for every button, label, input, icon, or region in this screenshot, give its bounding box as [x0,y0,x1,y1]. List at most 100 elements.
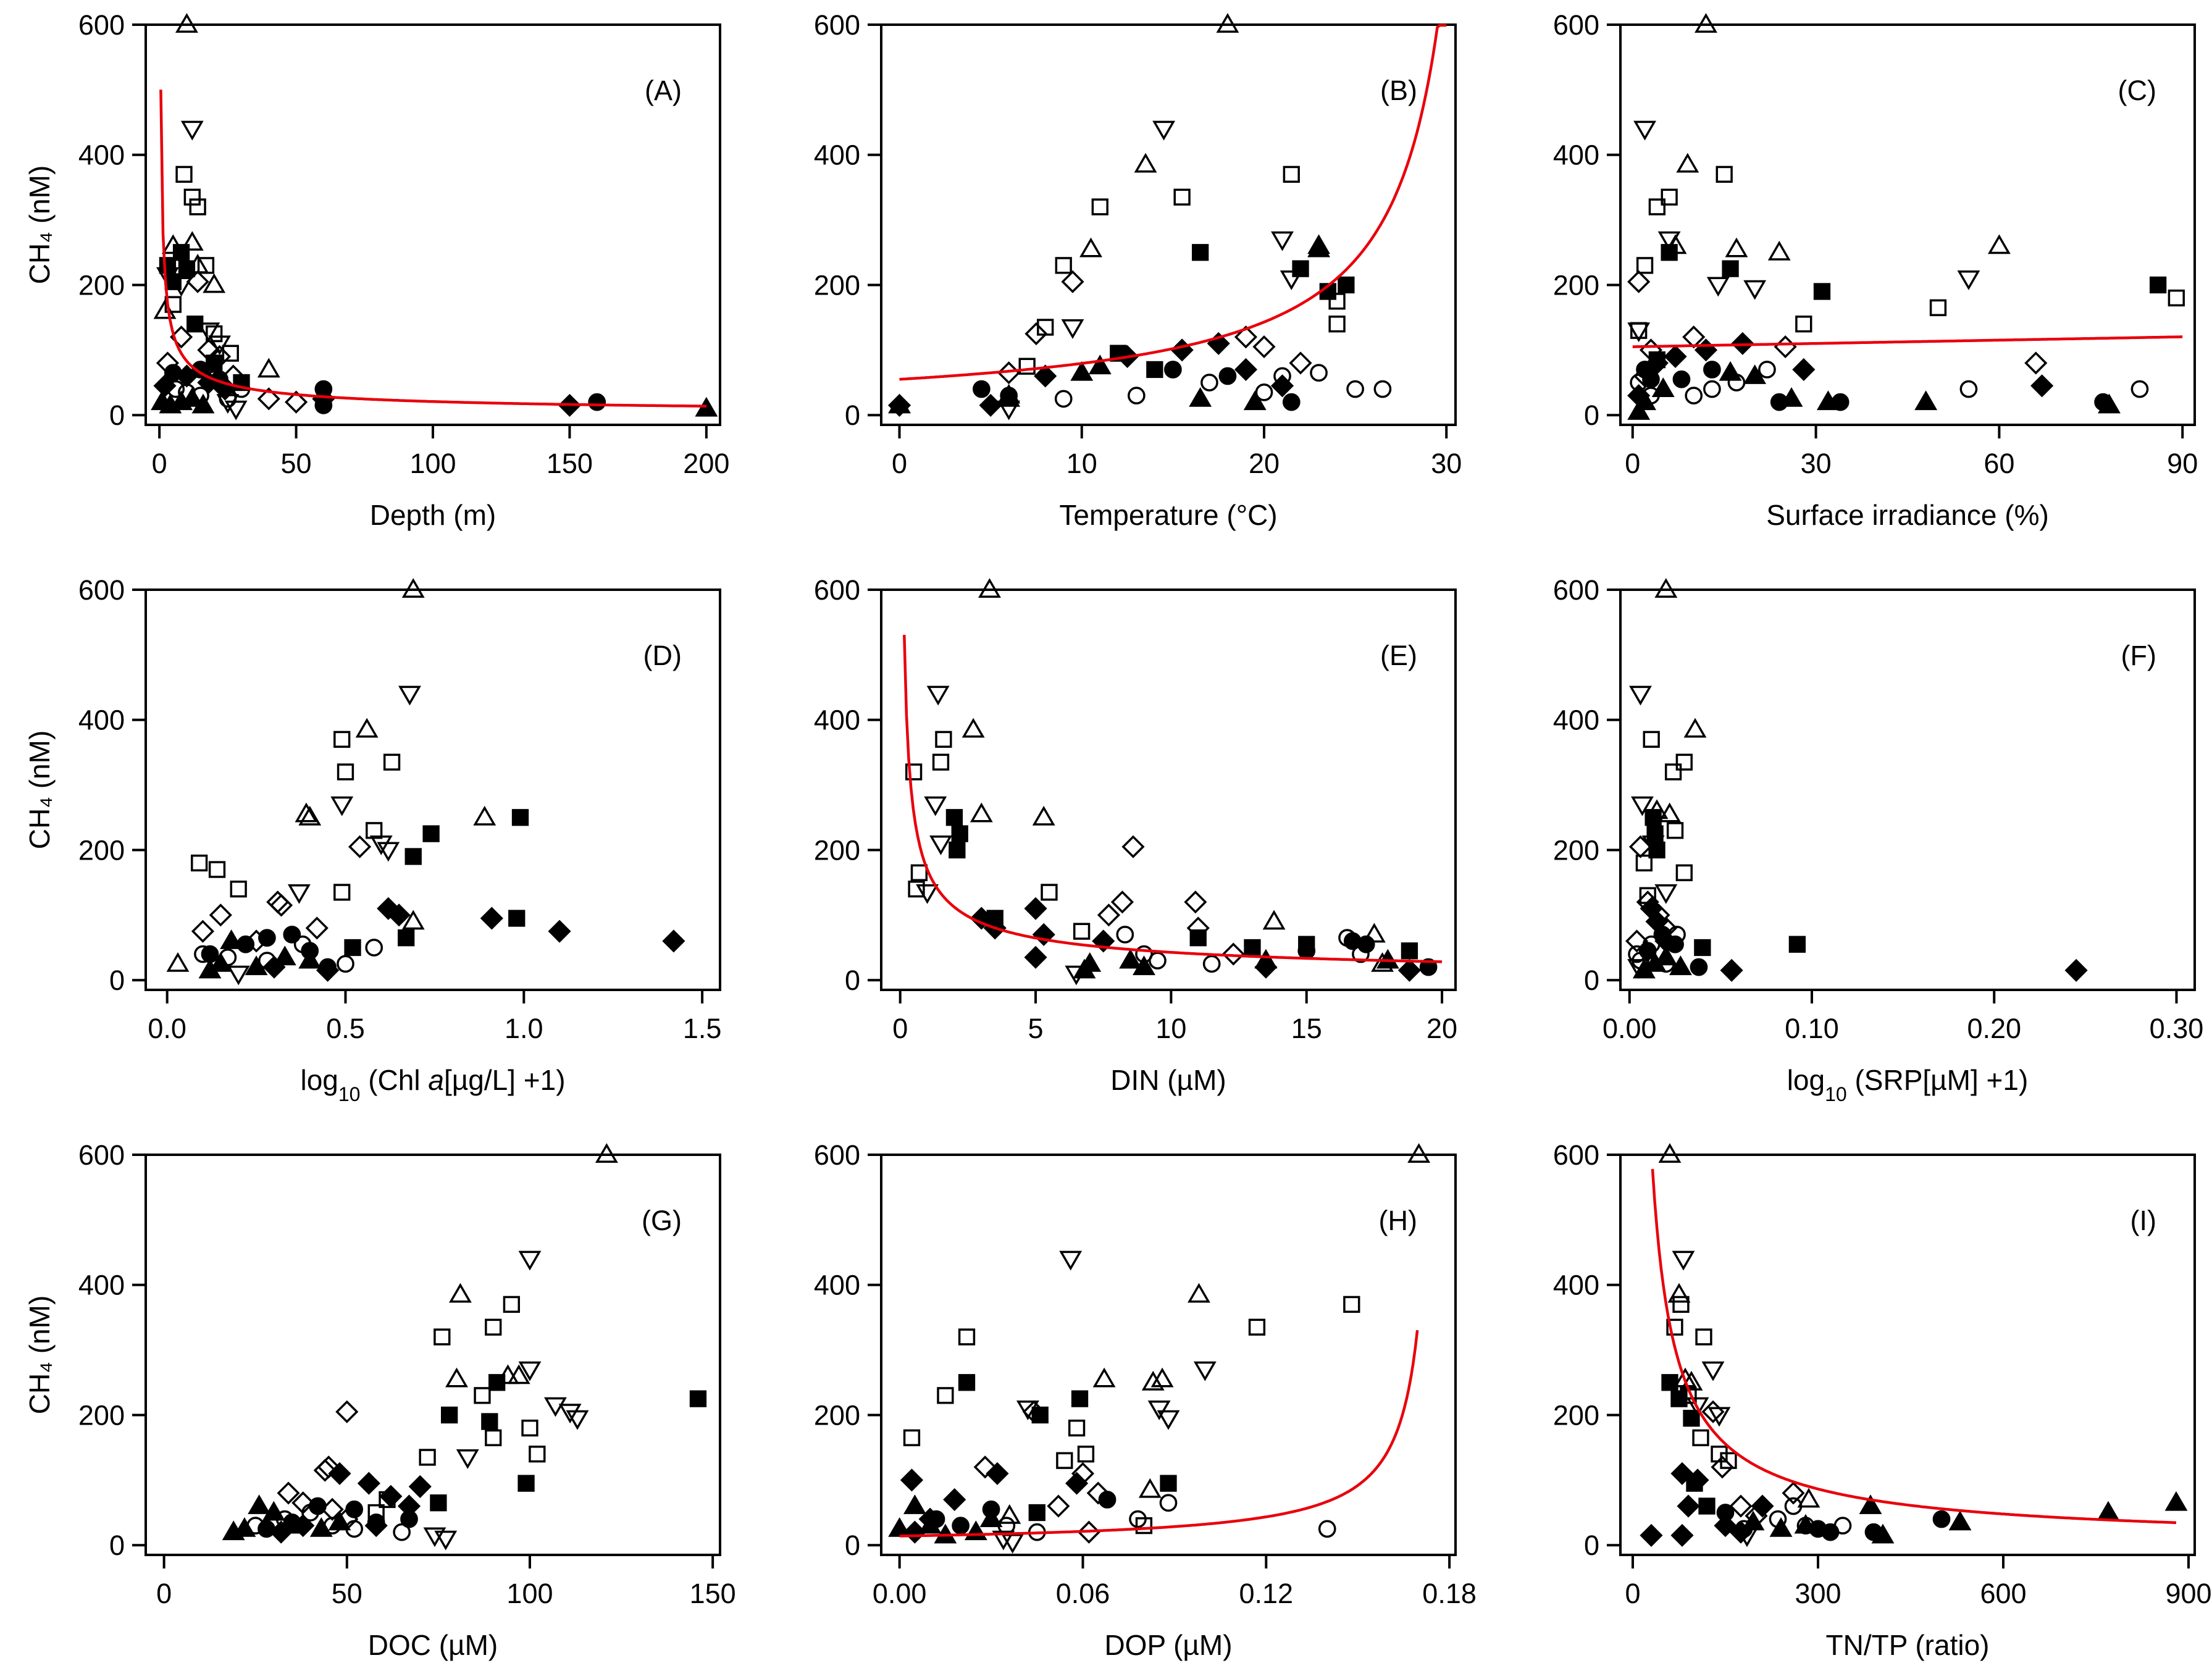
y-tick-label: 0 [845,965,860,996]
open-triangle-point [1141,1370,1165,1391]
open-square-point [1692,1429,1709,1446]
filled-square-point [488,1374,506,1391]
x-tick-label: 15 [1291,1013,1322,1044]
y-tick-label: 200 [1553,269,1599,301]
open-square-point [1068,1419,1086,1437]
open-triangle-point [998,1504,1021,1524]
open-triangle-point [1138,1478,1162,1498]
filled-diamond-point [1640,1523,1663,1547]
x-axis: 0 30 60 90 [1625,425,2198,479]
filled-diamond-point [1751,1494,1774,1518]
filled-circle-point [1297,942,1316,960]
open-diamond-point [1234,325,1258,349]
y-tick-label: 200 [78,1399,125,1431]
open-square-point [1695,1328,1712,1346]
y-axis-label: CH₄ (nM) [23,1296,56,1415]
filled-square-point [951,825,968,842]
x-tick-label: 150 [690,1578,736,1609]
plot-frame [880,1154,1457,1556]
open-square-point [189,198,206,216]
open-triangle-point [1079,237,1102,258]
panel-label: (F) [2121,640,2156,671]
filled-circle-point [1690,958,1708,976]
y-tick-label: 400 [814,705,860,736]
open-inverted-triangle-point [1633,120,1657,141]
open-square-point [1661,188,1678,206]
open-triangle-point [1032,805,1055,826]
open-square-point [333,884,351,901]
open-square-point [503,1296,521,1313]
open-square-point [1666,822,1684,839]
panel-h: 0.00 0.06 0.12 0.18 0 200 400 600 (H) DOP (µM) [814,1139,1477,1661]
open-diamond-point [209,903,232,927]
filled-diamond-point [408,1475,432,1498]
x-tick-label: 5 [1028,1013,1044,1044]
open-square-point [222,345,239,362]
open-circle-point [1959,380,1978,398]
x-axis-label: DOP (µM) [1104,1629,1232,1661]
open-square-point [1666,1318,1683,1336]
panel-label: (G) [642,1205,682,1236]
open-square-point [529,1446,546,1463]
filled-square-point [1338,276,1355,294]
x-axis-label: Surface irradiance (%) [1766,499,2049,531]
filled-circle-point [588,393,606,411]
open-circle-point [365,939,383,957]
x-axis: 0 50 100 150 200 [152,425,729,479]
x-axis-label: DIN (µM) [1110,1064,1226,1096]
fit-curve [899,1330,1419,1538]
y-tick-label: 600 [78,9,125,41]
open-square-point [1716,165,1733,183]
filled-square-point [430,1494,447,1512]
x-tick-label: 150 [547,448,593,479]
filled-circle-point [345,1500,363,1518]
filled-square-point [1648,841,1665,859]
y-axis: 0 200 400 600 [78,574,146,996]
open-triangle-point [970,802,993,823]
filled-diamond-point [979,393,1002,417]
open-square-point [1630,322,1648,339]
filled-square-point [1189,929,1207,947]
open-inverted-triangle-point [227,965,250,986]
open-inverted-triangle-point [1152,120,1176,141]
open-diamond-point [305,916,329,940]
filled-square-point [1722,260,1739,277]
x-tick-label: 0.12 [1239,1578,1294,1609]
x-tick-label: 10 [1066,448,1097,479]
open-square-point [1635,854,1653,872]
filled-diamond-point [1645,351,1669,375]
open-circle-point [1054,390,1073,408]
panel-b: 0 10 20 30 0 200 400 600 (B) Temperature (°C) [814,9,1462,531]
y-tick-label: 0 [1584,1530,1599,1561]
filled-diamond-point [379,1485,403,1508]
open-circle-point [1159,1494,1178,1512]
filled-circle-point [237,935,255,953]
open-inverted-triangle-point [926,685,950,706]
open-inverted-triangle-point [1147,1400,1171,1420]
open-inverted-triangle-point [558,1404,582,1424]
filled-diamond-point [2030,374,2054,398]
filled-diamond-point [2064,958,2088,982]
filled-square-point [1644,809,1662,826]
open-circle-point [1685,387,1703,404]
fit-curve [159,90,706,408]
open-triangle-point [448,1283,472,1303]
open-square-point [175,165,193,183]
filled-triangle-point [284,1514,308,1534]
open-triangle-point [1674,1367,1697,1388]
x-tick-label: 10 [1155,1013,1186,1044]
open-square-point [903,1429,921,1446]
filled-circle-point [1932,1510,1951,1528]
x-axis-label: DOC (µM) [368,1629,498,1661]
filled-diamond-point [1034,364,1057,388]
filled-circle-point [1703,361,1721,379]
open-triangle-point [203,273,226,293]
open-square-point [485,1429,502,1446]
open-square-point [366,822,383,839]
open-square-point [1720,1452,1737,1469]
filled-square-point [1698,1497,1716,1515]
filled-square-point [689,1390,707,1407]
panel-label: (C) [2118,75,2156,106]
open-diamond-point [1077,1520,1100,1544]
